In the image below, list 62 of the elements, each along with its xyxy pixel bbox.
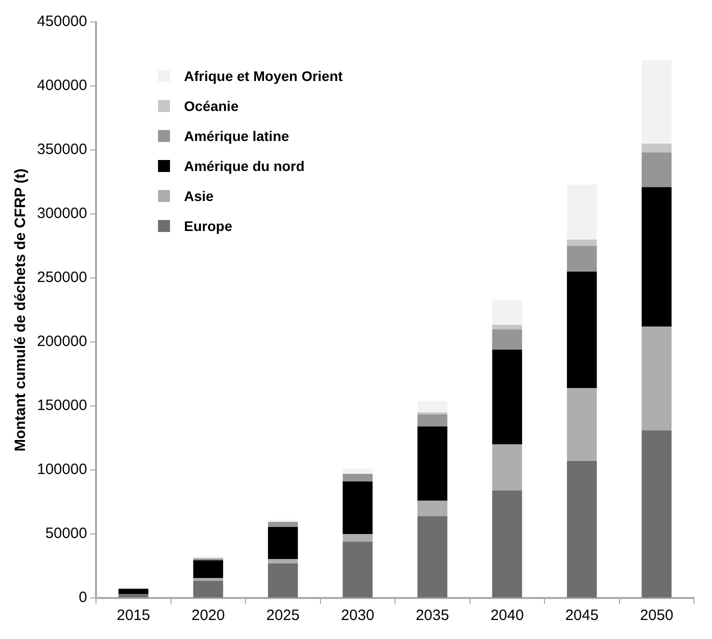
bar [342, 482, 373, 534]
legend-label: Afrique et Moyen Orient [184, 68, 343, 84]
bar [118, 589, 148, 594]
bar [342, 474, 373, 482]
bar [417, 516, 448, 598]
bar [342, 468, 373, 474]
bar [642, 187, 672, 327]
bar [642, 152, 672, 188]
x-tick-label: 2045 [565, 607, 599, 624]
bar [566, 272, 597, 388]
y-tick-label: 350000 [36, 141, 88, 158]
bar [566, 184, 597, 240]
bar [193, 578, 224, 581]
y-tick-label: 100000 [36, 461, 88, 478]
bar [566, 461, 597, 598]
legend-label: Asie [184, 188, 214, 204]
y-axis-title: Montant cumulé de déchets de CFRP (t) [12, 168, 30, 452]
legend-label: Océanie [184, 98, 238, 114]
bar [193, 580, 224, 598]
bar [492, 444, 522, 490]
x-tick-label: 2050 [640, 607, 674, 624]
x-tick-label: 2040 [490, 607, 524, 624]
bar [268, 563, 298, 598]
y-tick-label: 400000 [36, 77, 88, 94]
legend-label: Europe [184, 218, 232, 234]
bar [492, 324, 522, 330]
legend-label: Amérique latine [184, 128, 290, 144]
x-tick-label: 2030 [340, 607, 374, 624]
x-tick-label: 2025 [266, 607, 300, 624]
bar [566, 240, 597, 246]
bar [566, 388, 597, 462]
bar [342, 534, 373, 542]
bar [417, 414, 448, 426]
y-tick-label: 0 [78, 589, 88, 606]
y-tick-label: 450000 [36, 13, 88, 30]
bar [268, 522, 298, 527]
bar [492, 329, 522, 350]
bar [268, 526, 298, 559]
bar [642, 144, 672, 153]
x-tick-label: 2015 [116, 607, 150, 624]
x-tick-label: 2020 [191, 607, 225, 624]
bar [417, 400, 448, 412]
bar [417, 426, 448, 501]
bar [642, 430, 672, 598]
bar [492, 350, 522, 444]
x-tick-label: 2035 [416, 607, 450, 624]
bar [642, 60, 672, 144]
bar [118, 594, 148, 598]
legend-label: Amérique du nord [184, 158, 305, 174]
bar [492, 300, 522, 325]
y-tick-label: 200000 [36, 333, 88, 350]
bar [566, 246, 597, 272]
y-tick-label: 300000 [36, 205, 88, 222]
bar [268, 558, 298, 564]
bar [642, 326, 672, 430]
bar [342, 542, 373, 598]
bar [492, 490, 522, 598]
y-tick-label: 50000 [45, 525, 88, 542]
y-tick-label: 250000 [36, 269, 88, 286]
y-tick-label: 150000 [36, 397, 88, 414]
bar [193, 560, 224, 578]
bar [417, 500, 448, 516]
